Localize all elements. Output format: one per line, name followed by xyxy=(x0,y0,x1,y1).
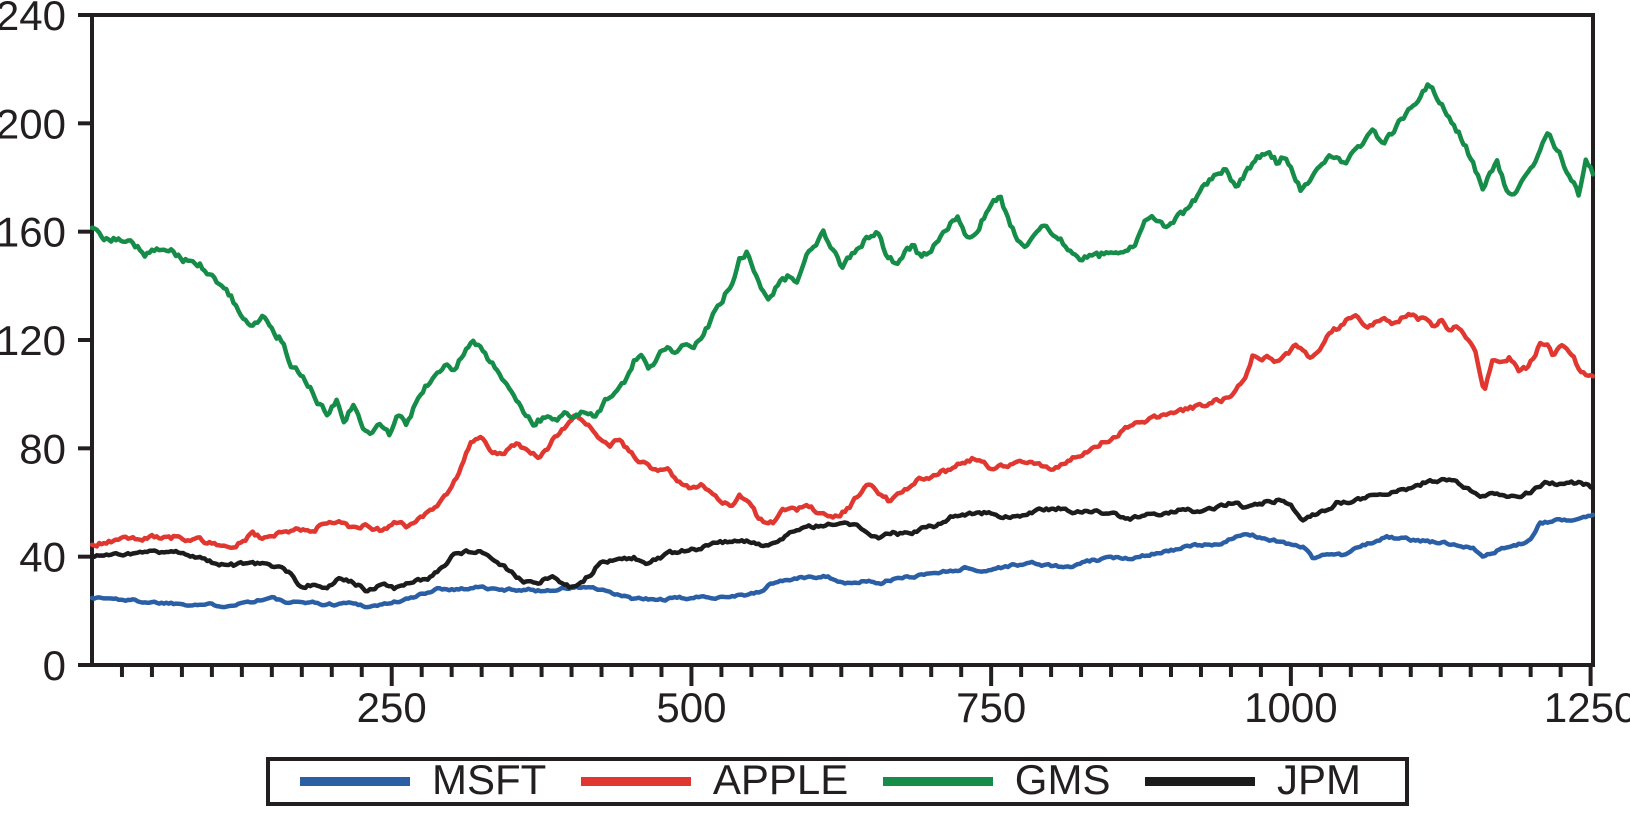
legend-label: GMS xyxy=(1014,755,1111,803)
legend-swatch-apple xyxy=(580,777,691,786)
legend-item-gms: GMS xyxy=(882,755,1111,803)
y-tick-label: 40 xyxy=(19,534,66,581)
legend-item-jpm: JPM xyxy=(1145,755,1361,803)
series-line-msft xyxy=(90,512,1595,610)
legend-label: MSFT xyxy=(432,755,547,803)
x-tick-label: 250 xyxy=(357,684,427,731)
series-line-apple xyxy=(90,311,1595,551)
y-tick-label: 160 xyxy=(0,209,66,256)
legend-label: APPLE xyxy=(712,755,849,803)
legend-item-apple: APPLE xyxy=(580,755,849,803)
legend-item-msft: MSFT xyxy=(300,755,547,803)
x-tick-label: 500 xyxy=(656,684,726,731)
x-tick-label: 750 xyxy=(956,684,1026,731)
series-line-jpm xyxy=(90,476,1595,594)
x-tick-label: 1000 xyxy=(1244,684,1337,731)
chart-legend: MSFT APPLE GMS JPM xyxy=(266,757,1409,806)
legend-label: JPM xyxy=(1277,755,1361,803)
y-tick-label: 120 xyxy=(0,317,66,364)
legend-swatch-msft xyxy=(300,777,410,786)
legend-swatch-jpm xyxy=(1145,777,1255,786)
y-tick-label: 200 xyxy=(0,100,66,147)
x-tick-label: 1250 xyxy=(1544,684,1630,731)
plot-border xyxy=(90,13,1595,667)
y-tick-label: 80 xyxy=(19,425,66,472)
y-tick-label: 240 xyxy=(0,0,66,39)
series-line-gms xyxy=(90,82,1595,438)
legend-swatch-gms xyxy=(882,777,993,786)
y-tick-label: 0 xyxy=(43,642,66,689)
